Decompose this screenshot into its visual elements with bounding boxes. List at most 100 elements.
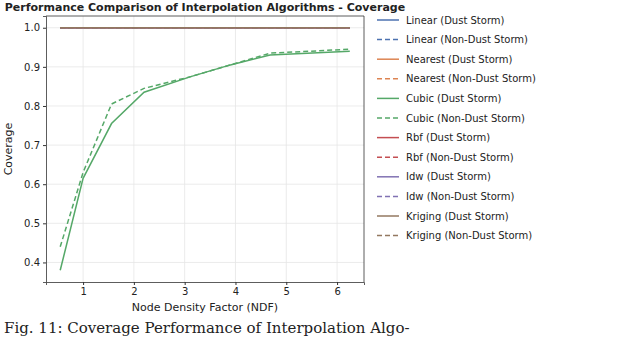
tick-mark: [337, 282, 338, 285]
grid-line: [235, 16, 236, 282]
tick-mark: [43, 67, 46, 68]
legend-swatch: [377, 137, 399, 139]
x-axis-title: Node Density Factor (NDF): [132, 301, 278, 314]
legend-label: Idw (Non-Dust Storm): [406, 191, 515, 202]
legend-label: Linear (Dust Storm): [406, 15, 505, 26]
series-line: [60, 51, 350, 270]
series-line: [60, 27, 350, 29]
grid-line: [46, 105, 364, 106]
series-line: [60, 27, 350, 29]
series-line: [60, 27, 350, 29]
x-tick: 2: [131, 282, 137, 297]
axis-line: [47, 283, 365, 286]
x-tick: 4: [233, 282, 239, 297]
tick-label: 4: [233, 286, 239, 297]
grid-line: [286, 16, 287, 282]
x-tick: 6: [334, 282, 340, 297]
grid-line: [46, 262, 364, 263]
x-tick: 3: [182, 282, 188, 297]
tick-label: 2: [131, 286, 137, 297]
tick-label: 1.0: [24, 22, 40, 33]
legend-label: Nearest (Non-Dust Storm): [406, 73, 536, 84]
legend-swatch: [377, 98, 399, 100]
tick-mark: [43, 223, 46, 224]
legend-swatch: [377, 215, 399, 217]
legend-label: Kriging (Dust Storm): [406, 211, 509, 222]
tick-label: 1: [80, 286, 86, 297]
grid-line: [46, 223, 364, 224]
series-line: [60, 27, 350, 29]
legend-label: Linear (Non-Dust Storm): [406, 34, 528, 45]
tick-mark: [286, 282, 287, 285]
y-tick: 0.9: [24, 62, 46, 73]
y-tick: 0.7: [24, 140, 46, 151]
tick-label: 0.7: [24, 140, 40, 151]
series-line: [60, 27, 350, 29]
tick-mark: [235, 282, 236, 285]
legend-label: Kriging (Non-Dust Storm): [406, 230, 532, 241]
grid: [46, 16, 364, 282]
tick-mark: [83, 282, 84, 285]
tick-mark: [43, 262, 46, 263]
series-line: [60, 49, 350, 247]
title: Performance Comparison of Interpolation …: [5, 1, 405, 14]
y-axis-title: Coverage: [2, 122, 15, 175]
tick-mark: [185, 282, 186, 285]
series-line: [60, 27, 350, 29]
tick-label: 0.9: [24, 62, 40, 73]
tick-label: 3: [182, 286, 188, 297]
legend-swatch: [377, 19, 399, 21]
y-tick: 0.6: [24, 179, 46, 190]
legend-label: Cubic (Non-Dust Storm): [406, 113, 525, 124]
legend-label: Rbf (Non-Dust Storm): [406, 152, 514, 163]
legend-label: Nearest (Dust Storm): [406, 54, 512, 65]
tick-label: 5: [284, 286, 290, 297]
tick-label: 0.8: [24, 101, 40, 112]
frame: [46, 16, 364, 17]
x-axis: 1 2 3 4 5 6: [47, 282, 365, 297]
tick-mark: [43, 145, 46, 146]
grid-line: [133, 16, 134, 282]
series-line: [60, 27, 350, 29]
legend-label: Rbf (Dust Storm): [406, 132, 490, 143]
tick-label: 6: [334, 286, 340, 297]
series-line: [60, 27, 350, 29]
chart: 1 2 3 4 5 6 0.4 0.5 0.6 0.7 0.8 0.9 1.0 Performance C…: [0, 0, 640, 340]
legend-label: Cubic (Dust Storm): [406, 93, 501, 104]
grid-line: [46, 184, 364, 185]
tick-label: 0.5: [24, 218, 40, 229]
y-tick: 0.4: [24, 257, 46, 268]
legend-swatch: [377, 39, 399, 41]
grid-line: [83, 16, 84, 282]
frame: [364, 16, 365, 282]
tick-mark: [43, 184, 46, 185]
y-tick: 0.8: [24, 101, 46, 112]
grid-line: [46, 27, 364, 28]
tick-mark: [43, 106, 46, 107]
legend-swatch: [377, 196, 399, 198]
tick-mark: [43, 28, 46, 29]
grid-line: [46, 66, 364, 67]
grid-line: [337, 16, 338, 282]
tick-label: 0.4: [24, 257, 40, 268]
series-line: [60, 27, 350, 29]
y-tick: 0.5: [24, 218, 46, 229]
x-tick: 1: [80, 282, 86, 297]
grid-line: [184, 16, 185, 282]
axis-line: [43, 17, 47, 283]
x-tick: 5: [284, 282, 290, 297]
legend-swatch: [377, 156, 399, 158]
series-line: [60, 27, 350, 29]
legend: Linear (Dust Storm) Linear (Non-Dust Stor…: [377, 15, 536, 242]
legend-swatch: [377, 176, 399, 178]
legend-swatch: [377, 117, 399, 119]
legend-swatch: [377, 78, 399, 80]
caption: Fig. 11: Coverage Performance of Interpo…: [4, 319, 410, 337]
legend-swatch: [377, 58, 399, 60]
y-tick: 1.0: [24, 22, 46, 33]
legend-label: Idw (Dust Storm): [406, 171, 491, 182]
y-axis: 0.4 0.5 0.6 0.7 0.8 0.9 1.0: [24, 17, 46, 283]
tick-label: 0.6: [24, 179, 40, 190]
legend-swatch: [377, 235, 399, 237]
plot-area: [60, 28, 350, 271]
